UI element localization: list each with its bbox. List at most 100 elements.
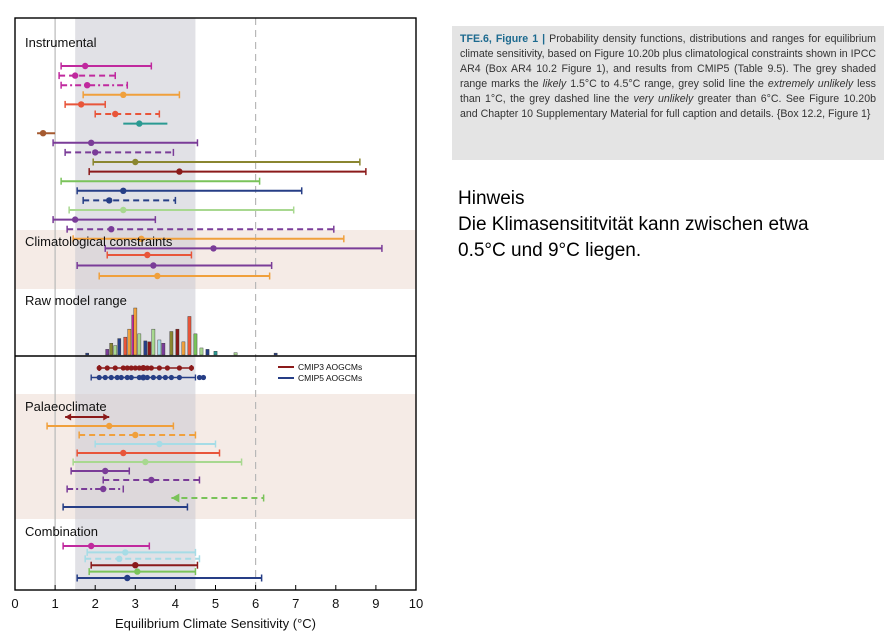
x-tick-label-0: 0 <box>11 596 18 611</box>
median-point <box>112 110 119 118</box>
cmip-median-1 <box>140 365 147 371</box>
palaeoclimate-range-1 <box>65 413 110 421</box>
histogram-bar-17 <box>175 328 180 356</box>
combination-range-6 <box>76 574 263 582</box>
cmip-model-dot-1-14 <box>176 365 183 371</box>
instrumental-range-16 <box>68 206 295 214</box>
cmip-model-dot-1-10 <box>144 365 150 371</box>
section-label-palaeoclimate: Palaeoclimate <box>25 399 107 414</box>
histogram-bar-9 <box>133 307 138 356</box>
median-point <box>120 449 127 457</box>
cmip-model-dot-2-4 <box>114 374 120 381</box>
palaeoclimate-range-2 <box>46 422 175 430</box>
x-tick-label-4: 4 <box>172 596 179 611</box>
combination-range-2 <box>86 548 197 556</box>
median-point <box>106 197 113 204</box>
histogram-bar-4 <box>113 345 118 356</box>
median-point <box>132 562 139 569</box>
caption-em-likely: likely <box>542 78 567 90</box>
instrumental-range-7 <box>123 120 168 127</box>
x-tick-label-7: 7 <box>292 596 299 611</box>
legend-label-2: CMIP5 AOGCMs <box>298 373 362 383</box>
palaeoclimate-range-11 <box>62 503 189 511</box>
instrumental-range-9 <box>52 139 199 147</box>
histogram-bar-21 <box>199 347 204 356</box>
instrumental-range-4 <box>82 91 181 99</box>
section-label-climatological: Climatological constraints <box>25 234 173 249</box>
cmip-model-dot-1-4 <box>120 365 126 371</box>
median-point <box>71 72 79 79</box>
x-tick-label-6: 6 <box>252 596 259 611</box>
median-point <box>210 245 217 252</box>
palaeoclimate-range-5 <box>76 449 221 457</box>
median-point <box>87 139 95 146</box>
combination-range-5 <box>88 568 197 576</box>
median-point <box>87 542 95 550</box>
instrumental-range-1 <box>60 62 153 70</box>
histogram-bar-12 <box>147 341 152 356</box>
palaeoclimate-range-4 <box>94 440 217 448</box>
caption-text-3: less than 1°C, the grey dashed line the <box>460 78 876 105</box>
cmip-model-dot-2-12 <box>162 374 168 381</box>
instrumental-range-13 <box>60 177 261 185</box>
instrumental-range-17 <box>52 216 157 224</box>
median-point <box>134 568 141 575</box>
histogram-bar-5 <box>117 338 122 356</box>
cmip-model-dot-1-8 <box>136 365 142 371</box>
caption-em-very-unlikely: very unlikely <box>633 93 694 105</box>
figure-caption: TFE.6, Figure 1 | Probability density fu… <box>452 26 884 160</box>
note-box: Hinweis Die Klimasensititvität kann zwis… <box>458 186 888 264</box>
caption-label: TFE.6, Figure 1 | <box>460 33 546 45</box>
histogram-bar-2 <box>105 349 110 356</box>
median-point <box>100 485 107 493</box>
palaeoclimate-range-8 <box>102 476 201 484</box>
cmip-model-dot-1-11 <box>148 365 154 371</box>
combination-range-3 <box>84 555 201 563</box>
histogram-bar-10 <box>137 333 142 356</box>
instrumental-range-5 <box>64 100 106 108</box>
arrow-right <box>103 413 110 421</box>
median-point <box>71 216 79 223</box>
cmip-model-dot-2-16 <box>200 374 207 381</box>
caption-text-1: Probability density functions, distribut… <box>460 33 877 90</box>
histogram-bar-3 <box>109 343 114 356</box>
x-tick-label-9: 9 <box>372 596 379 611</box>
median-point <box>116 555 123 562</box>
median-point <box>77 101 85 108</box>
histogram-bar-1 <box>85 352 89 356</box>
caption-text-2: 1.5°C to 4.5°C range, grey solid line th… <box>566 78 768 90</box>
median-point <box>83 82 91 89</box>
cmip-model-dot-2-15 <box>196 374 203 381</box>
histogram-bar-20 <box>193 333 198 356</box>
median-point <box>120 206 127 214</box>
histogram-bar-23 <box>213 351 218 356</box>
cmip-model-dot-2-9 <box>144 374 150 381</box>
instrumental-range-2 <box>58 72 116 80</box>
cmip-model-dot-1-3 <box>112 365 118 371</box>
note-title: Hinweis <box>458 188 525 209</box>
median-point <box>148 476 155 484</box>
median-point <box>132 158 139 166</box>
instrumental-range-6 <box>94 110 161 118</box>
instrumental-range-8 <box>37 130 56 137</box>
arrow-left <box>65 413 72 421</box>
histogram-bar-22 <box>205 349 210 356</box>
x-tick-label-3: 3 <box>132 596 139 611</box>
histogram-bar-13 <box>151 328 156 356</box>
histogram-bar-15 <box>161 343 166 356</box>
cmip-model-dot-2-8 <box>136 374 142 381</box>
legend-label-1: CMIP3 AOGCMs <box>298 362 362 372</box>
cmip-model-dot-2-3 <box>108 374 114 381</box>
cmip-model-dot-1-2 <box>104 365 110 371</box>
cmip-model-dot-2-7 <box>128 374 134 381</box>
cmip-model-dot-1-5 <box>124 365 130 371</box>
median-point <box>124 574 131 582</box>
x-tick-label-2: 2 <box>92 596 99 611</box>
climatological-range-3 <box>98 272 271 280</box>
median-point <box>102 467 109 475</box>
median-point <box>106 422 113 430</box>
caption-text-4: greater than 6°C. See Figure 10.20b and … <box>460 93 876 120</box>
median-point <box>122 549 129 556</box>
cmip-model-dot-2-2 <box>102 374 108 381</box>
section-label-combination: Combination <box>25 524 98 539</box>
